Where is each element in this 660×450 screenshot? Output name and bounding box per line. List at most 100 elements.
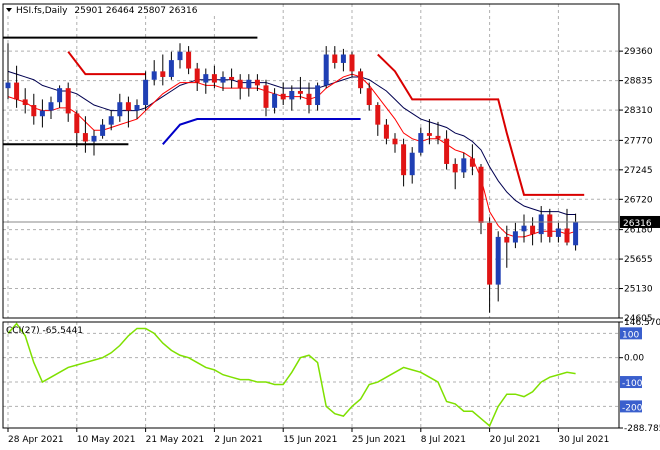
time-tick-label: 30 Jul 2021 bbox=[558, 435, 609, 445]
candle-down bbox=[229, 76, 235, 80]
candle-up bbox=[573, 221, 579, 246]
candle-down bbox=[186, 51, 192, 69]
price-tick-label: 27770 bbox=[624, 136, 653, 146]
candle-down bbox=[530, 225, 536, 235]
level-line bbox=[67, 51, 146, 76]
candle-up bbox=[323, 54, 329, 86]
candle-up bbox=[340, 54, 346, 63]
support-resistance-lines bbox=[3, 36, 585, 196]
candle-down bbox=[392, 138, 398, 145]
price-panel-frame bbox=[2, 3, 620, 319]
candle-down bbox=[14, 82, 20, 100]
candle-down bbox=[547, 214, 553, 237]
cci-level-tag bbox=[620, 400, 642, 413]
price-grid bbox=[3, 4, 619, 319]
time-tick-label: 20 Jul 2021 bbox=[490, 435, 541, 445]
candle-down bbox=[125, 102, 131, 111]
cci-tick-label: 0.00 bbox=[624, 354, 644, 364]
price-axis: 29360 28835 28310 27770 27245 26720 26180 25655… bbox=[619, 47, 653, 324]
candle-up bbox=[521, 225, 527, 232]
candle-down bbox=[383, 124, 389, 139]
chart-title: HSI.fs,Daily 25901 26464 25807 26316 bbox=[16, 6, 198, 16]
triangle-down-icon[interactable] bbox=[6, 8, 12, 12]
candle-up bbox=[5, 82, 11, 89]
candle-down bbox=[332, 54, 338, 63]
last-price-label: 26316 bbox=[623, 219, 652, 229]
candle-up bbox=[461, 158, 467, 173]
candle-down bbox=[478, 166, 484, 223]
candle-down bbox=[22, 99, 28, 106]
candle-down bbox=[31, 105, 37, 117]
candle-up bbox=[134, 105, 140, 111]
price-tick-label: 25655 bbox=[624, 255, 653, 265]
candle-down bbox=[211, 74, 217, 83]
candle-down bbox=[375, 105, 381, 125]
candle-down bbox=[504, 236, 510, 243]
time-tick-label: 8 Jul 2021 bbox=[421, 435, 466, 445]
candle-up bbox=[246, 79, 252, 89]
time-tick-label: 2 Jun 2021 bbox=[214, 435, 262, 445]
candle-up bbox=[168, 60, 174, 77]
time-axis: 28 Apr 2021 10 May 2021 21 May 2021 2 Jun 2… bbox=[7, 428, 609, 445]
candle-down bbox=[401, 144, 407, 176]
candle-down bbox=[358, 71, 364, 89]
candle-down bbox=[263, 85, 269, 108]
candle-down bbox=[444, 138, 450, 164]
candle-up bbox=[418, 133, 424, 153]
cci-tick-label: 100 bbox=[622, 330, 639, 340]
price-tick-label: 26720 bbox=[624, 195, 653, 205]
candle-up bbox=[538, 214, 544, 235]
candle-down bbox=[237, 79, 243, 89]
candle-down bbox=[366, 88, 372, 106]
candle-down bbox=[297, 90, 303, 94]
candle-up bbox=[108, 116, 114, 125]
candle-up bbox=[100, 124, 106, 136]
cci-tick-label: -100 bbox=[622, 379, 643, 389]
price-tick-label: 25130 bbox=[624, 285, 653, 295]
cci-tick-label: -288.785 bbox=[624, 424, 660, 434]
time-tick-label: 28 Apr 2021 bbox=[8, 435, 64, 445]
candle-up bbox=[220, 76, 226, 83]
cci-axis: 146.5705 100 0.00 -100 -200 -288.785 bbox=[619, 318, 660, 434]
level-line bbox=[377, 53, 585, 196]
candle-up bbox=[315, 85, 321, 106]
candle-down bbox=[160, 71, 166, 77]
price-tick-label: 29360 bbox=[624, 47, 653, 57]
title-backdrop bbox=[3, 3, 249, 16]
cci-label: CCI(27) -65.5441 bbox=[6, 326, 83, 336]
candle-up bbox=[177, 51, 183, 61]
candle-down bbox=[564, 228, 570, 243]
candle-down bbox=[65, 88, 71, 114]
cci-level-tag bbox=[620, 376, 642, 389]
candle-up bbox=[117, 102, 123, 117]
candle-down bbox=[82, 133, 88, 142]
time-tick-label: 10 May 2021 bbox=[77, 435, 136, 445]
candle-up bbox=[39, 110, 45, 117]
time-tick-label: 25 Jun 2021 bbox=[352, 435, 406, 445]
candle-down bbox=[194, 68, 200, 83]
cci-level-tag bbox=[620, 327, 642, 340]
candle-down bbox=[452, 163, 458, 173]
candle-down bbox=[254, 79, 260, 86]
candle-down bbox=[435, 135, 441, 139]
price-tick-label: 28310 bbox=[624, 106, 653, 116]
level-line bbox=[162, 118, 361, 145]
candle-up bbox=[409, 152, 415, 176]
time-tick-label: 21 May 2021 bbox=[146, 435, 205, 445]
time-tick-label: 15 Jun 2021 bbox=[283, 435, 337, 445]
candle-up bbox=[48, 102, 54, 111]
price-tick-label: 26180 bbox=[624, 226, 653, 236]
cci-line bbox=[7, 322, 576, 428]
candle-up bbox=[555, 228, 561, 237]
cci-panel-frame bbox=[2, 321, 620, 429]
price-panel: HSI.fs,Daily 25901 26464 25807 26316 293… bbox=[2, 3, 660, 324]
candle-down bbox=[74, 113, 80, 134]
candle-down bbox=[349, 54, 355, 72]
last-price-tag: 26316 bbox=[620, 215, 660, 229]
candlestick-series bbox=[5, 43, 579, 313]
cci-panel: CCI(27) -65.5441 146.5705 100 0.00 -100 -200… bbox=[2, 318, 660, 434]
candle-down bbox=[487, 222, 493, 285]
cci-tick-label: 146.5705 bbox=[624, 318, 660, 328]
candle-up bbox=[512, 231, 518, 243]
